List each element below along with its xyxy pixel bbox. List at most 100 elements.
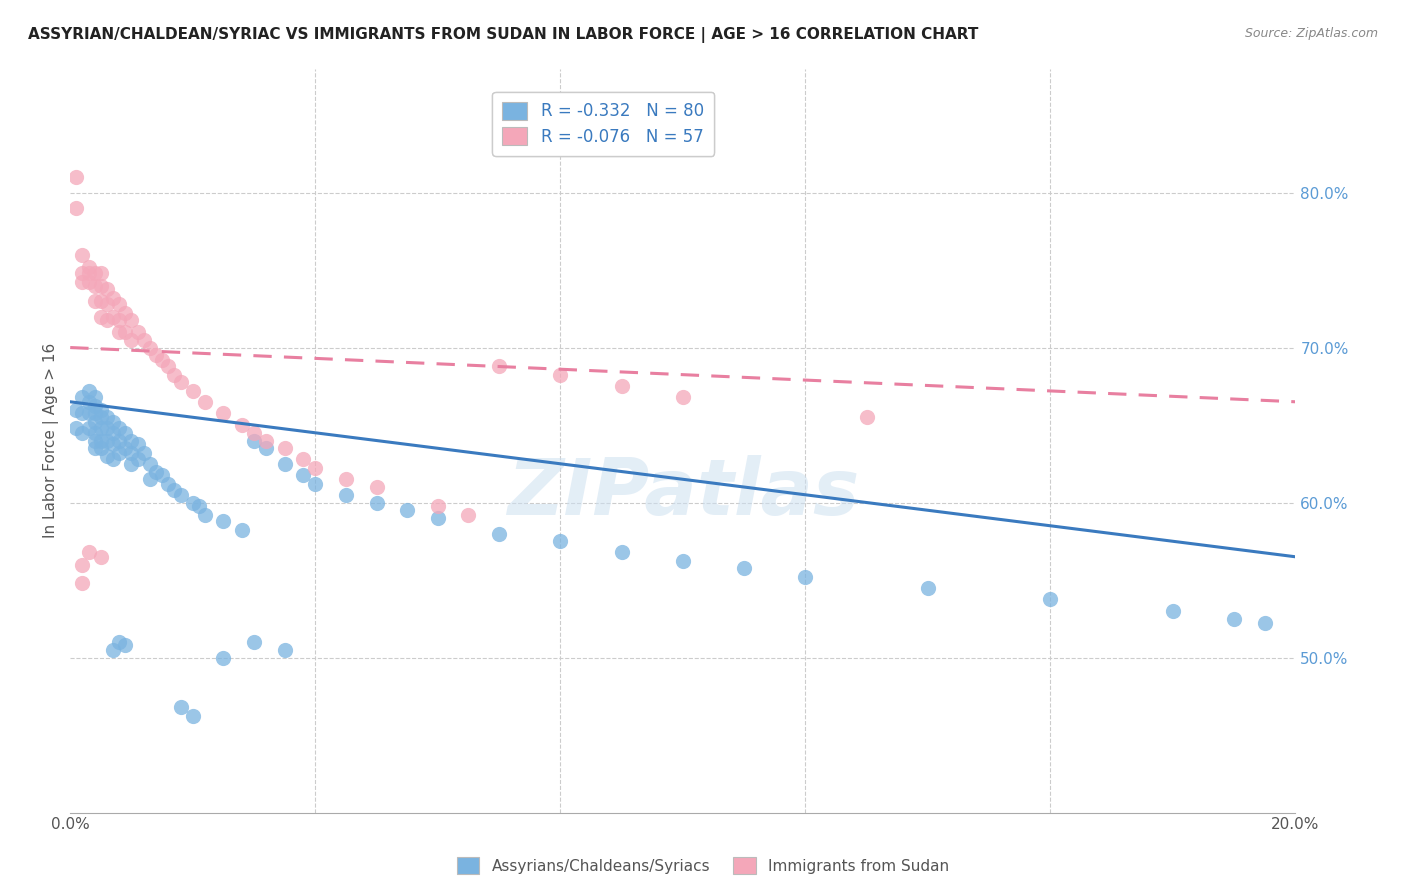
Point	[96, 449, 118, 463]
Point	[1254, 616, 1277, 631]
Point	[127, 452, 149, 467]
Point	[72, 390, 94, 404]
Point	[90, 410, 112, 425]
Point	[132, 446, 155, 460]
Point	[101, 310, 124, 324]
Point	[304, 461, 326, 475]
Point	[169, 488, 191, 502]
Point	[72, 576, 94, 591]
Point	[132, 333, 155, 347]
Point	[231, 524, 253, 538]
Point	[65, 169, 87, 184]
Point	[101, 291, 124, 305]
Point	[426, 499, 449, 513]
Point	[212, 406, 235, 420]
Point	[157, 359, 180, 373]
Point	[72, 425, 94, 440]
Point	[90, 310, 112, 324]
Point	[83, 390, 105, 404]
Point	[108, 421, 131, 435]
Point	[194, 394, 217, 409]
Point	[83, 442, 105, 456]
Point	[304, 477, 326, 491]
Point	[77, 545, 100, 559]
Point	[139, 472, 162, 486]
Point	[77, 260, 100, 274]
Point	[65, 201, 87, 215]
Legend: Assyrians/Chaldeans/Syriacs, Immigrants from Sudan: Assyrians/Chaldeans/Syriacs, Immigrants …	[450, 851, 956, 880]
Point	[396, 503, 419, 517]
Legend: R = -0.332   N = 80, R = -0.076   N = 57: R = -0.332 N = 80, R = -0.076 N = 57	[492, 92, 714, 156]
Point	[610, 379, 633, 393]
Point	[231, 417, 253, 432]
Point	[273, 642, 295, 657]
Point	[108, 297, 131, 311]
Point	[83, 266, 105, 280]
Point	[187, 499, 209, 513]
Point	[72, 276, 94, 290]
Point	[121, 312, 143, 326]
Point	[101, 415, 124, 429]
Point	[163, 368, 186, 383]
Point	[121, 446, 143, 460]
Point	[65, 402, 87, 417]
Point	[114, 638, 136, 652]
Point	[169, 700, 191, 714]
Point	[163, 483, 186, 497]
Point	[794, 570, 817, 584]
Point	[150, 353, 173, 368]
Point	[194, 508, 217, 522]
Point	[108, 312, 131, 326]
Point	[90, 278, 112, 293]
Point	[273, 442, 295, 456]
Point	[83, 293, 105, 308]
Point	[254, 434, 277, 448]
Point	[1223, 612, 1246, 626]
Point	[108, 446, 131, 460]
Point	[366, 480, 388, 494]
Point	[121, 434, 143, 448]
Point	[77, 266, 100, 280]
Point	[96, 421, 118, 435]
Point	[96, 282, 118, 296]
Point	[181, 495, 204, 509]
Point	[254, 442, 277, 456]
Point	[96, 434, 118, 448]
Point	[83, 425, 105, 440]
Point	[65, 421, 87, 435]
Point	[672, 554, 695, 568]
Point	[672, 390, 695, 404]
Point	[83, 434, 105, 448]
Point	[181, 384, 204, 398]
Point	[426, 511, 449, 525]
Point	[83, 415, 105, 429]
Point	[292, 467, 315, 482]
Point	[488, 526, 510, 541]
Point	[550, 368, 572, 383]
Point	[127, 436, 149, 450]
Text: ASSYRIAN/CHALDEAN/SYRIAC VS IMMIGRANTS FROM SUDAN IN LABOR FORCE | AGE > 16 CORR: ASSYRIAN/CHALDEAN/SYRIAC VS IMMIGRANTS F…	[28, 27, 979, 43]
Point	[77, 384, 100, 398]
Point	[169, 375, 191, 389]
Point	[96, 297, 118, 311]
Point	[101, 642, 124, 657]
Point	[77, 394, 100, 409]
Point	[292, 452, 315, 467]
Point	[90, 549, 112, 564]
Point	[150, 467, 173, 482]
Point	[90, 402, 112, 417]
Point	[457, 508, 479, 522]
Point	[101, 436, 124, 450]
Text: Source: ZipAtlas.com: Source: ZipAtlas.com	[1244, 27, 1378, 40]
Point	[121, 333, 143, 347]
Point	[139, 457, 162, 471]
Point	[157, 477, 180, 491]
Point	[114, 325, 136, 339]
Point	[212, 650, 235, 665]
Y-axis label: In Labor Force | Age > 16: In Labor Force | Age > 16	[44, 343, 59, 538]
Point	[108, 434, 131, 448]
Point	[488, 359, 510, 373]
Point	[96, 312, 118, 326]
Point	[77, 406, 100, 420]
Point	[77, 276, 100, 290]
